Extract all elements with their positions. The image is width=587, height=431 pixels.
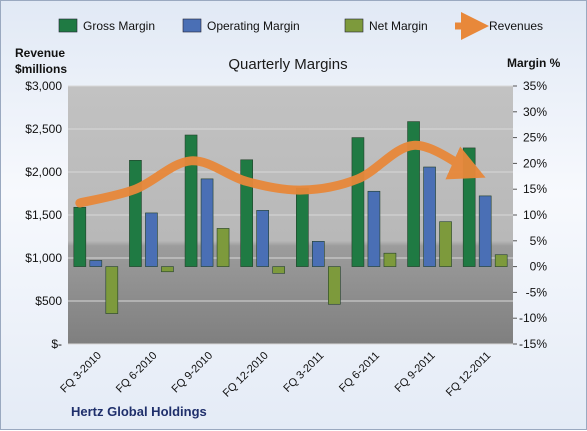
bar-net-margin <box>495 255 507 267</box>
legend: Gross Margin Operating Margin Net Margin Re… <box>59 19 543 33</box>
legend-label: Revenues <box>489 19 543 33</box>
left-axis-label-line2: $millions <box>15 62 67 76</box>
bar-gross-margin <box>296 188 308 266</box>
bar-net-margin <box>328 267 340 305</box>
left-tick-label: $500 <box>35 294 62 308</box>
category-tick-label: FQ 12-2010 <box>221 350 271 400</box>
company-name: Hertz Global Holdings <box>71 404 207 419</box>
bar-operating-margin <box>145 213 157 267</box>
right-tick-label: 25% <box>523 131 547 145</box>
bar-net-margin <box>384 253 396 266</box>
category-tick-label: FQ 3-2010 <box>58 350 104 396</box>
right-tick-label: 0% <box>530 260 548 274</box>
category-tick-label: FQ 9-2010 <box>170 350 216 396</box>
legend-label: Gross Margin <box>83 19 155 33</box>
bar-net-margin <box>106 267 118 314</box>
legend-label: Operating Margin <box>207 19 300 33</box>
legend-swatch-net-margin <box>345 19 363 32</box>
bar-gross-margin <box>74 207 86 266</box>
left-tick-label: $1,000 <box>25 251 62 265</box>
left-axis-ticks: $- $500 $1,000 $1,500 $2,000 $2,500 $3,000 <box>25 79 62 351</box>
left-tick-label: $1,500 <box>25 208 62 222</box>
bar-operating-margin <box>479 196 491 267</box>
bar-operating-margin <box>90 260 102 266</box>
bar-operating-margin <box>368 191 380 266</box>
legend-swatch-gross-margin <box>59 19 77 32</box>
legend-label: Net Margin <box>369 19 428 33</box>
right-tick-label: -5% <box>526 285 548 299</box>
right-tick-label: 20% <box>523 156 547 170</box>
right-tick-label: 15% <box>523 182 547 196</box>
right-tick-label: -15% <box>519 337 547 351</box>
legend-swatch-operating-margin <box>183 19 201 32</box>
left-axis-label-line1: Revenue <box>15 46 65 60</box>
chart-title: Quarterly Margins <box>228 56 347 73</box>
left-tick-label: $3,000 <box>25 79 62 93</box>
right-tick-label: -10% <box>519 311 547 325</box>
bar-gross-margin <box>185 135 197 267</box>
right-axis-label: Margin % <box>507 56 561 70</box>
category-tick-label: FQ 12-2011 <box>444 350 493 399</box>
bar-net-margin <box>217 228 229 266</box>
right-tick-label: 10% <box>523 208 547 222</box>
category-tick-label: FQ 6-2010 <box>114 350 160 396</box>
right-axis-ticks: -15% -10% -5% 0% 5% 10% 15% 20% 25% 30% 35% <box>513 79 547 351</box>
bar-net-margin <box>273 267 285 274</box>
left-tick-label: $2,000 <box>25 165 62 179</box>
bar-operating-margin <box>424 167 436 267</box>
right-tick-label: 5% <box>530 234 548 248</box>
left-tick-label: $- <box>51 337 62 351</box>
bar-operating-margin <box>257 210 269 266</box>
bar-net-margin <box>440 222 452 267</box>
right-tick-label: 35% <box>523 79 547 93</box>
category-tick-label: FQ 9-2011 <box>393 350 438 395</box>
bar-operating-margin <box>312 241 324 266</box>
bar-operating-margin <box>201 179 213 267</box>
category-tick-label: FQ 6-2011 <box>337 350 382 395</box>
category-tick-label: FQ 3-2011 <box>281 350 326 395</box>
bar-net-margin <box>161 267 173 272</box>
bar-gross-margin <box>129 160 141 266</box>
bar-gross-margin <box>352 138 364 267</box>
left-tick-label: $2,500 <box>25 122 62 136</box>
right-tick-label: 30% <box>523 105 547 119</box>
